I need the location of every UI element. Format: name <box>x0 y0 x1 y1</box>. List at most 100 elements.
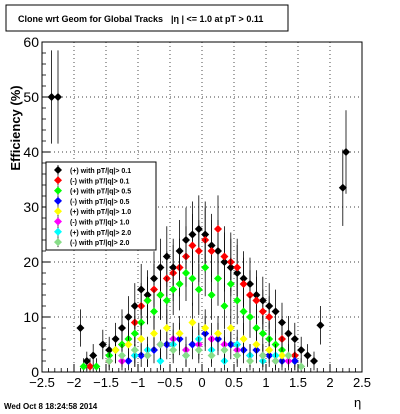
legend-marker <box>54 176 62 185</box>
data-point <box>265 313 274 321</box>
data-point <box>156 340 165 349</box>
data-point <box>105 357 114 365</box>
data-series <box>47 50 350 372</box>
legend-marker <box>54 186 62 195</box>
data-point <box>76 324 85 332</box>
data-point <box>201 324 210 332</box>
data-point <box>124 313 133 321</box>
data-point <box>111 346 120 354</box>
data-point <box>265 346 274 354</box>
data-point <box>220 346 229 354</box>
data-point <box>316 321 325 330</box>
data-point <box>150 285 158 294</box>
y-tick-label: 40 <box>23 144 39 160</box>
legend-marker <box>54 217 62 226</box>
legend-marker <box>54 196 62 205</box>
data-point <box>220 302 229 310</box>
data-point <box>342 148 350 156</box>
data-point <box>214 225 222 233</box>
x-tick-label: −1.5 <box>93 375 119 390</box>
x-tick-label: −2.5 <box>29 375 55 390</box>
data-point <box>188 241 197 250</box>
y-tick-label: 60 <box>23 34 39 50</box>
y-tick-label: 50 <box>23 89 39 105</box>
data-point <box>284 329 293 338</box>
legend-label: (+) with pT/|q|> 2.0 <box>70 230 131 237</box>
legend-item: (-) with pT/|q|> 1.0 <box>54 216 129 227</box>
x-tick-label: −0.5 <box>157 375 183 390</box>
data-point <box>92 362 101 371</box>
data-point <box>207 291 216 299</box>
data-point <box>271 357 280 365</box>
legend-item: (+) with pT/|q|> 0.5 <box>54 185 131 196</box>
legend-label: (-) with pT/|q|> 1.0 <box>70 220 129 227</box>
x-tick-label: 1 <box>262 375 269 390</box>
data-point <box>214 329 222 338</box>
legend-label: (+) with pT/|q|> 1.0 <box>70 209 131 216</box>
data-point <box>47 93 56 101</box>
legend-label: (+) with pT/|q|> 0.1 <box>70 168 131 175</box>
data-point <box>156 291 165 299</box>
data-point <box>194 285 203 294</box>
y-tick-label: 20 <box>23 254 39 270</box>
data-point <box>188 340 197 349</box>
x-axis-label: η <box>354 395 361 410</box>
y-tick-label: 30 <box>23 199 39 215</box>
data-point <box>297 346 306 354</box>
data-point <box>290 335 299 343</box>
y-tick-label: 0 <box>31 364 39 380</box>
legend-label: (-) with pT/|q|> 0.1 <box>70 178 129 185</box>
data-point <box>156 357 165 365</box>
data-point <box>252 324 261 332</box>
data-point <box>233 296 242 305</box>
data-point <box>169 285 178 294</box>
data-point <box>118 351 126 360</box>
x-tick-label: 0.5 <box>225 375 243 390</box>
data-point <box>162 296 171 305</box>
legend-marker <box>54 207 62 216</box>
data-point <box>79 362 88 371</box>
data-point <box>239 307 248 316</box>
data-point <box>284 351 293 360</box>
data-point <box>194 346 203 354</box>
data-point <box>278 351 286 360</box>
data-point <box>252 340 261 349</box>
y-axis-label: Efficiency (%) <box>8 85 23 170</box>
data-point <box>214 274 222 283</box>
data-point <box>169 346 178 354</box>
x-tick-label: −2 <box>67 375 82 390</box>
data-point <box>188 318 197 327</box>
x-tick-label: 1.5 <box>289 375 307 390</box>
data-point <box>246 291 254 299</box>
data-point <box>137 351 146 360</box>
data-point <box>258 351 267 360</box>
x-tick-label: 0 <box>198 375 205 390</box>
data-point <box>290 357 299 365</box>
data-point <box>303 351 312 360</box>
data-point <box>86 362 94 371</box>
data-point <box>98 340 107 349</box>
legend-box <box>45 161 157 251</box>
data-point <box>194 247 203 255</box>
legend-label: (-) with pT/|q|> 2.0 <box>70 240 129 247</box>
data-point <box>258 307 267 316</box>
legend-marker <box>54 238 62 247</box>
x-tick-label: −1 <box>131 375 146 390</box>
data-point <box>207 247 216 255</box>
data-point <box>162 324 171 332</box>
data-point <box>182 351 190 360</box>
legend-item: (-) with pT/|q|> 2.0 <box>54 237 129 248</box>
data-point <box>175 280 184 288</box>
data-point <box>233 263 242 272</box>
data-point <box>150 307 158 316</box>
data-point <box>137 318 146 327</box>
data-point <box>278 318 286 327</box>
data-point <box>143 296 152 305</box>
data-point <box>175 329 184 338</box>
data-point <box>89 351 98 360</box>
series-7 <box>105 329 306 372</box>
x-tick-label: 2.5 <box>353 375 371 390</box>
data-point <box>239 335 248 343</box>
series-4 <box>111 302 286 367</box>
